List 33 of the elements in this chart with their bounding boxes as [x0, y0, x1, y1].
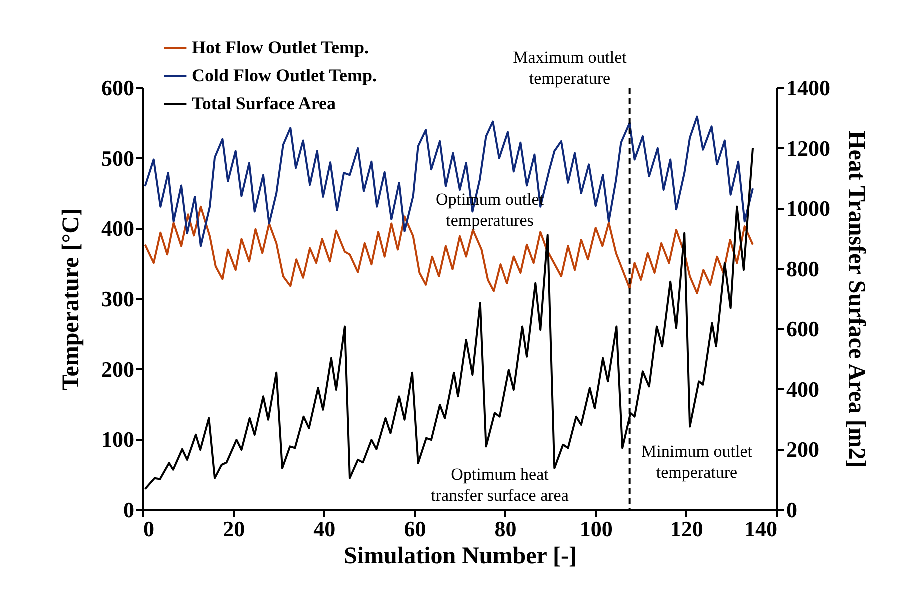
- x-tick-label: 140: [744, 516, 778, 542]
- y2-tick-label: 600: [786, 316, 820, 342]
- y-tick-label: 100: [102, 427, 134, 452]
- y2-axis-title: Heat Transfer Surface Area [m2]: [844, 131, 870, 468]
- y-tick-label: 500: [102, 146, 134, 171]
- y2-tick-label: 0: [786, 498, 798, 522]
- y-tick-label: 400: [102, 216, 134, 242]
- y-tick-label: 300: [102, 286, 134, 312]
- y-tick-label: 200: [102, 356, 134, 382]
- y-tick-label: 600: [102, 76, 134, 100]
- y2-tick-label: 800: [786, 256, 820, 282]
- x-tick-label: 20: [223, 516, 246, 542]
- x-tick-label: 80: [494, 516, 517, 542]
- legend-label: Total Surface Area: [192, 94, 336, 114]
- y2-tick-label: 400: [786, 376, 820, 402]
- y-axis-title: Temperature [°C]: [58, 208, 84, 391]
- y2-tick-label: 200: [786, 437, 820, 462]
- y-tick-label: 0: [124, 498, 134, 522]
- x-tick-label: 40: [314, 516, 336, 542]
- annotation: Minimum outlet temperature: [642, 442, 753, 482]
- x-tick-label: 0: [144, 516, 154, 542]
- text: Maximum outlet temperature: [513, 48, 628, 88]
- annotation: Optimum heat transfer surface area: [431, 465, 570, 505]
- y2-tick-label: 1400: [786, 76, 830, 100]
- x-tick-label: 60: [404, 516, 426, 542]
- x-tick-label: 120: [670, 516, 704, 542]
- legend-label: Cold Flow Outlet Temp.: [192, 66, 378, 86]
- y2-tick-label: 1000: [786, 196, 830, 222]
- x-axis-title: Simulation Number [-]: [344, 544, 577, 570]
- y2-tick-label: 1200: [786, 136, 830, 161]
- x-tick-label: 100: [580, 516, 613, 542]
- line-series: [144, 116, 754, 248]
- legend-label: Hot Flow Outlet Temp.: [192, 38, 370, 58]
